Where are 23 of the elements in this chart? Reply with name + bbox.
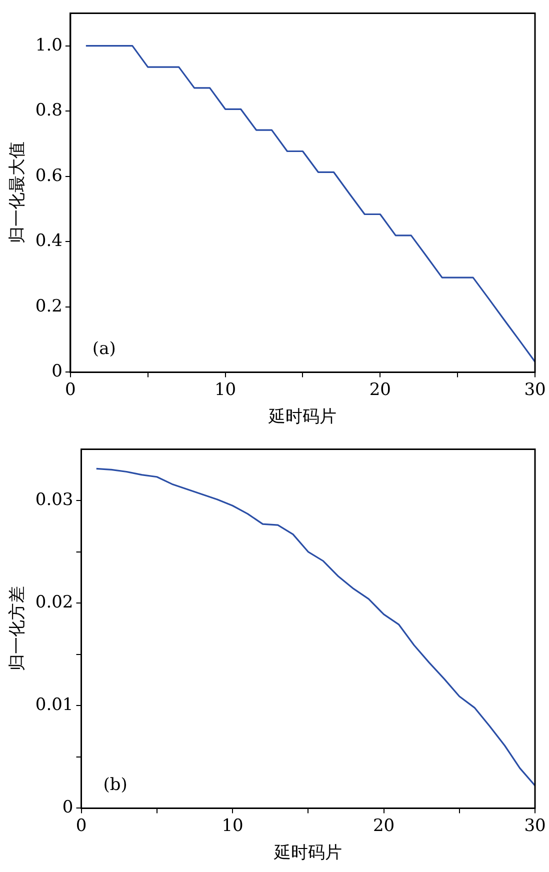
y-tick-label: 0.6 (35, 166, 62, 186)
x-tick-label: 0 (76, 816, 87, 836)
x-tick-label: 30 (524, 380, 546, 400)
x-tick-label: 10 (222, 816, 244, 836)
y-tick-label: 0.02 (35, 592, 74, 612)
y-axis-title: 归一化最大值 (8, 142, 28, 244)
x-axis-title: 延时码片 (268, 407, 337, 428)
annotation: (a) (92, 339, 116, 360)
y-tick-label: 0.01 (35, 695, 74, 716)
y-tick-label: 0 (62, 798, 74, 818)
y-tick-label: 1.0 (35, 35, 62, 56)
y-tick-label: 0.8 (35, 100, 62, 121)
x-tick-label: 10 (214, 380, 236, 400)
annotation: (b) (103, 775, 128, 796)
x-tick-label: 30 (524, 816, 546, 836)
x-tick-label: 20 (369, 380, 391, 400)
y-tick-label: 0 (52, 362, 62, 382)
y-tick-label: 0.2 (35, 296, 62, 316)
x-tick-label: 20 (372, 816, 395, 836)
y-axis-title: 归一化方差 (8, 586, 28, 672)
y-tick-label: 0.4 (35, 231, 62, 252)
y-tick-label: 0.03 (35, 490, 74, 510)
x-axis-title: 延时码片 (273, 843, 342, 864)
